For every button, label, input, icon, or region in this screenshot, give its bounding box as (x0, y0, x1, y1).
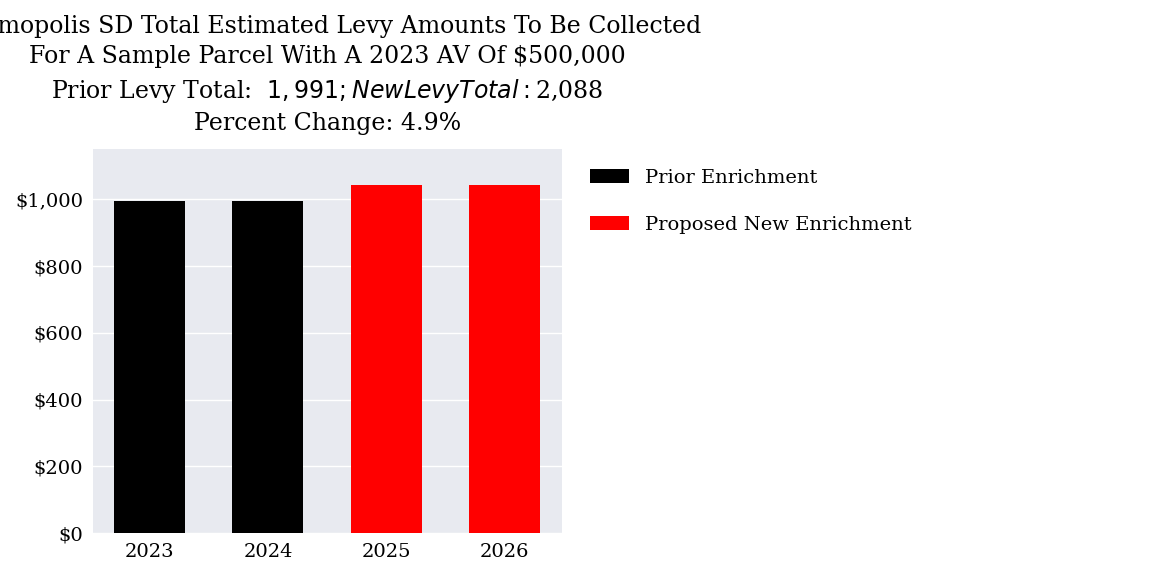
Bar (233, 201, 303, 533)
Bar (469, 185, 540, 533)
Title: Cosmopolis SD Total Estimated Levy Amounts To Be Collected
For A Sample Parcel W: Cosmopolis SD Total Estimated Levy Amoun… (0, 15, 702, 135)
Bar (351, 185, 422, 533)
Legend: Prior Enrichment, Proposed New Enrichment: Prior Enrichment, Proposed New Enrichmen… (581, 159, 922, 244)
Bar (114, 201, 185, 533)
